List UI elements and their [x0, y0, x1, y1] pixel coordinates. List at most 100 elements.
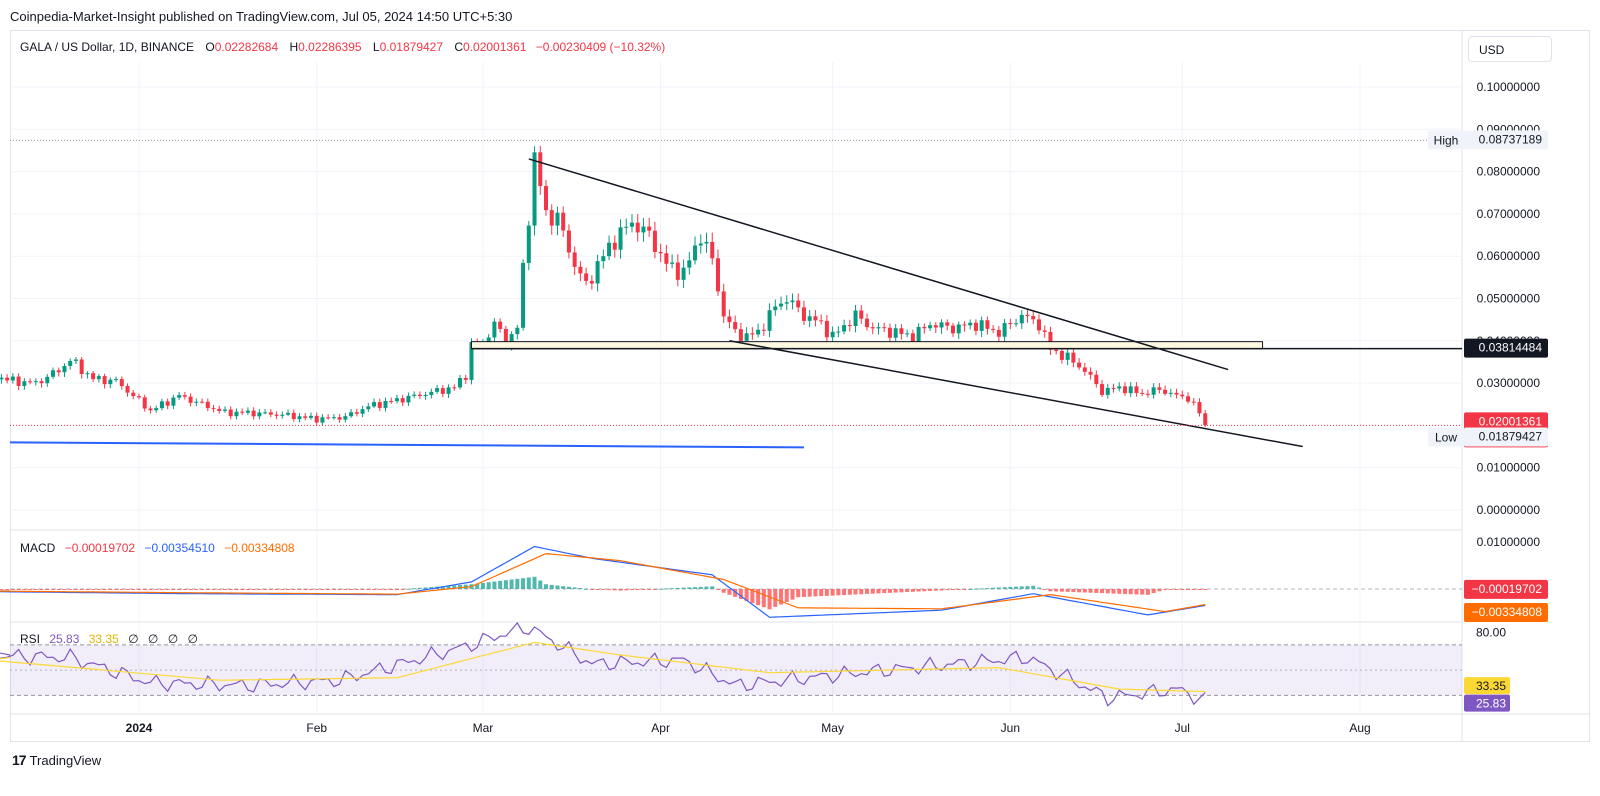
candle-body	[91, 373, 96, 380]
macd-histogram-bar	[555, 585, 560, 589]
macd-histogram-bar	[870, 588, 875, 594]
candle-body	[842, 325, 847, 332]
macd-histogram-bar	[458, 585, 463, 589]
macd-histogram-bar	[400, 588, 405, 590]
rsi-legend: RSI 25.83 33.35 ∅ ∅ ∅ ∅	[20, 632, 204, 646]
low-price-badge: 0.01879427	[1464, 427, 1548, 447]
candle-body	[1025, 314, 1030, 317]
macd-histogram-bar	[114, 588, 119, 590]
macd-histogram-bar	[0, 588, 4, 590]
macd-histogram-bar	[922, 588, 927, 592]
macd-histogram-bar	[446, 585, 451, 589]
macd-histogram-bar	[68, 588, 73, 590]
candle-body	[222, 409, 227, 411]
macd-histogram-bar	[629, 588, 634, 591]
macd-histogram-bar	[125, 588, 130, 590]
macd-histogram-bar	[154, 588, 159, 590]
candle-body	[589, 280, 594, 284]
macd-histogram-bar	[973, 588, 978, 590]
candle-body	[1059, 350, 1064, 360]
macd-histogram-bar	[1168, 588, 1173, 590]
candle-body	[102, 376, 107, 385]
candle-body	[532, 152, 537, 226]
candle-body	[39, 381, 44, 384]
candle-body	[515, 327, 520, 335]
y-tick-label: 0.05000000	[1477, 292, 1541, 306]
close-value: 0.02001361	[463, 40, 527, 54]
candle-body	[458, 377, 463, 388]
candle-body	[1048, 331, 1053, 350]
macd-histogram-bar	[721, 588, 726, 593]
macd-histogram-bar	[1008, 586, 1013, 589]
macd-histogram-bar	[664, 588, 669, 590]
candle-body	[1088, 371, 1093, 375]
candle-body	[354, 412, 359, 414]
macd-title: MACD	[20, 541, 56, 555]
candle-body	[217, 408, 222, 411]
candle-body	[463, 377, 468, 380]
macd-histogram-bar	[291, 588, 296, 590]
rsi-empty-2: ∅	[147, 632, 159, 646]
macd-histogram-bar	[750, 588, 755, 604]
rsi-empty-3: ∅	[167, 632, 179, 646]
candle-body	[956, 324, 961, 334]
tradingview-footer[interactable]: 17 TradingView	[12, 752, 101, 768]
candle-body	[727, 316, 732, 323]
candle-body	[675, 262, 680, 280]
candle-body	[750, 333, 755, 335]
candle-body	[125, 386, 130, 393]
candle-body	[194, 401, 199, 403]
candle-body	[5, 377, 10, 381]
candle-body	[887, 327, 892, 338]
macd-histogram-bar	[859, 588, 864, 595]
candle-body	[870, 327, 875, 329]
candle-body	[509, 334, 514, 345]
candle-body	[801, 307, 806, 321]
macd-histogram-bar	[240, 588, 245, 590]
y-tick-label: 0.01000000	[1477, 461, 1541, 475]
macd-histogram-bar	[280, 588, 285, 590]
rsi-title: RSI	[20, 632, 41, 646]
macd-histogram-bar	[796, 588, 801, 598]
rsi-ma-line	[0, 641, 1206, 693]
macd-histogram-bar	[996, 587, 1001, 589]
macd-histogram-bar	[658, 588, 663, 590]
macd-histogram-bar	[1100, 588, 1105, 594]
macd-histogram-bar	[159, 588, 164, 590]
macd-histogram-bar	[16, 588, 21, 590]
macd-signal-badge-bg	[1464, 603, 1548, 623]
candle-body	[985, 320, 990, 329]
macd-histogram-bar	[681, 587, 686, 589]
candle-body	[349, 412, 354, 417]
candle-body	[1191, 401, 1196, 403]
macd-histogram-bar	[366, 588, 371, 590]
currency-button[interactable]: USD	[1468, 36, 1552, 62]
macd-histogram-bar	[1163, 588, 1168, 590]
macd-histogram-bar	[532, 576, 537, 589]
macd-histogram-bar	[910, 588, 915, 592]
candle-body	[996, 329, 1001, 337]
macd-histogram-bar	[847, 588, 852, 595]
candle-body	[928, 325, 933, 329]
high-price-badge: 0.08737189	[1464, 130, 1548, 150]
macd-histogram-bar	[475, 583, 480, 589]
candle-body	[670, 262, 675, 264]
candle-body	[561, 212, 566, 231]
macd-hist-badge-text: −0.00019702	[1472, 582, 1543, 596]
candle-body	[1203, 413, 1208, 426]
candle-body	[205, 401, 210, 409]
candle-body	[492, 321, 497, 338]
macd-histogram-bar	[830, 588, 835, 596]
candle-body	[566, 230, 571, 253]
candle-body	[1168, 392, 1173, 394]
candle-body	[819, 320, 824, 322]
candle-body	[16, 376, 21, 386]
open-label: O	[205, 40, 215, 54]
macd-histogram-bar	[1077, 588, 1082, 593]
candle-body	[1186, 396, 1191, 402]
macd-histogram-bar	[73, 588, 78, 590]
macd-histogram-bar	[148, 588, 153, 590]
candle-body	[1145, 393, 1150, 395]
macd-y-tick: 0.01000000	[1477, 535, 1541, 549]
